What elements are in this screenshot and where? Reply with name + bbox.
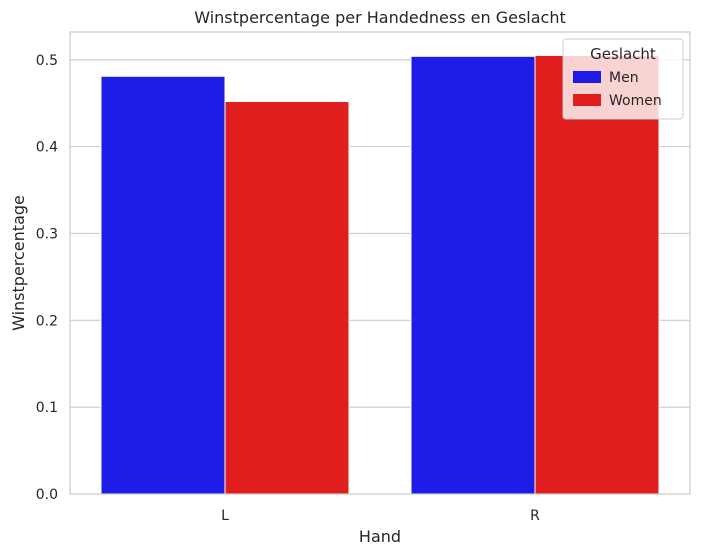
y-axis-label: Winstpercentage <box>9 195 28 331</box>
y-tick-label: 0.2 <box>36 313 58 329</box>
y-tick-label: 0.3 <box>36 226 58 242</box>
x-tick-label: R <box>530 508 540 524</box>
legend-label-men: Men <box>609 70 639 86</box>
chart-title: Winstpercentage per Handedness en Geslac… <box>194 8 565 27</box>
y-tick-labels: 0.0 0.1 0.2 0.3 0.4 0.5 <box>36 53 58 503</box>
bar-women-r <box>534 54 660 495</box>
bar-men-r <box>410 55 536 495</box>
legend-label-women: Women <box>609 93 662 109</box>
y-tick-label: 0.1 <box>36 400 58 416</box>
x-axis-label: Hand <box>359 527 401 546</box>
legend-title: Geslacht <box>590 45 656 63</box>
y-tick-label: 0.0 <box>36 487 58 503</box>
bar-women-l <box>224 100 350 495</box>
plot-frame <box>69 31 691 495</box>
legend-items: Men Women <box>573 70 662 109</box>
bar-men-l <box>100 75 226 495</box>
x-tick-label: L <box>221 508 229 524</box>
y-tick-label: 0.5 <box>36 53 58 69</box>
legend-swatch-women <box>573 94 601 106</box>
legend: Geslacht Men Women <box>562 38 684 120</box>
y-tick-label: 0.4 <box>36 140 58 156</box>
bars <box>100 54 660 495</box>
legend-swatch-men <box>573 71 601 83</box>
